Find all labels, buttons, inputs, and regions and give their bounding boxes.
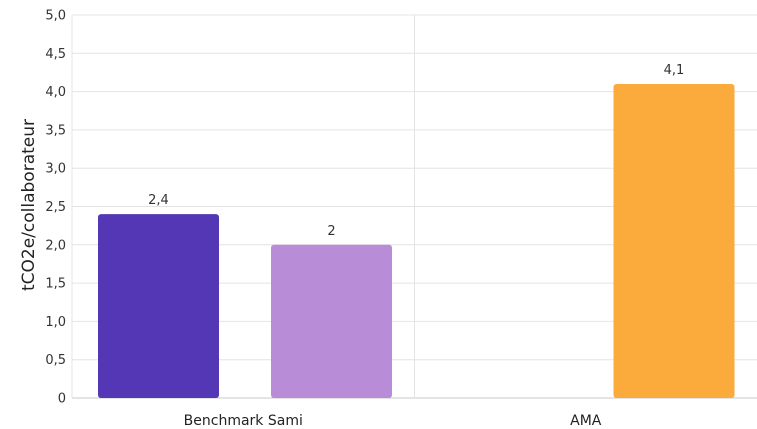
y-tick-label: 2,5 <box>45 200 66 215</box>
bar <box>271 244 392 398</box>
y-tick-label: 0,5 <box>45 353 66 368</box>
y-tick-label: 5,0 <box>45 9 66 24</box>
x-axis-categories: Benchmark Sami AMA <box>184 413 602 429</box>
y-tick-label: 1,5 <box>45 277 66 292</box>
y-tick-label: 4,5 <box>45 47 66 62</box>
y-axis-title: tCO2e/collaborateur <box>19 119 39 291</box>
y-tick-label: 3,5 <box>45 123 66 138</box>
y-tick-label: 4,0 <box>45 85 66 100</box>
bar-value-label: 4,1 <box>664 63 685 78</box>
y-tick-label: 1,0 <box>45 315 66 330</box>
bar-value-label: 2 <box>327 224 335 239</box>
y-axis-ticks: 0 0,5 1,0 1,5 2,0 2,5 3,0 3,5 4,0 4,5 5,0 <box>45 9 66 407</box>
x-category-label: AMA <box>570 413 602 429</box>
bar <box>613 83 735 398</box>
x-category-label: Benchmark Sami <box>184 413 303 429</box>
y-tick-label: 3,0 <box>45 162 66 177</box>
bar <box>98 214 219 398</box>
y-tick-label: 0 <box>58 392 66 407</box>
y-tick-label: 2,0 <box>45 238 66 253</box>
bar-value-label: 2,4 <box>148 193 169 208</box>
value-labels: 2,4 2 4,1 <box>148 63 684 239</box>
bars <box>98 83 735 398</box>
